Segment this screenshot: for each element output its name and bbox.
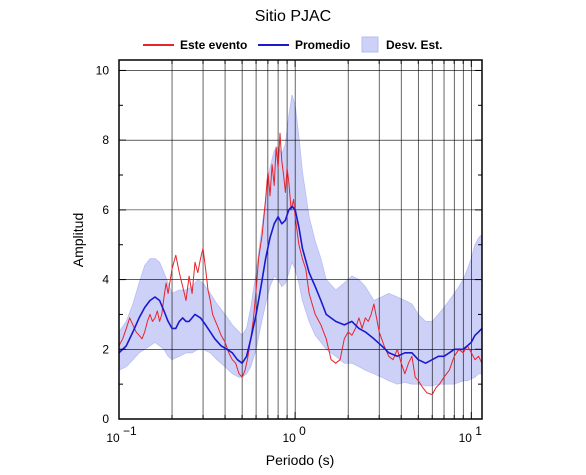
legend-label-band: Desv. Est. xyxy=(386,38,442,52)
x-tick-label-exponent: −1 xyxy=(123,424,137,438)
line-layer xyxy=(119,132,482,396)
x-tick-label-exponent: 1 xyxy=(475,424,482,438)
legend: Este evento Promedio Desv. Est. xyxy=(143,36,442,53)
x-tick-label: 10 xyxy=(459,431,473,445)
y-axis-label: Amplitud xyxy=(70,213,86,267)
y-tick-label: 2 xyxy=(102,342,109,356)
y-tick-label: 8 xyxy=(102,133,109,147)
y-tick-label: 4 xyxy=(102,273,109,287)
x-tick-label: 10 xyxy=(106,431,120,445)
y-tick-label: 6 xyxy=(102,203,109,217)
plot-frame xyxy=(118,59,483,420)
x-axis-label: Periodo (s) xyxy=(266,452,334,468)
legend-label-mean: Promedio xyxy=(295,38,350,52)
legend-label-event: Este evento xyxy=(180,38,247,52)
event-series-line xyxy=(119,132,482,396)
x-tick-label-exponent: 0 xyxy=(299,424,306,438)
x-tick-label: 10 xyxy=(282,431,296,445)
legend-swatch-band xyxy=(361,36,379,53)
mean-series-line xyxy=(119,205,482,365)
chart-title: Sitio PJAC xyxy=(254,8,332,25)
y-tick-label: 0 xyxy=(102,412,109,426)
y-tick-label: 10 xyxy=(96,63,110,77)
